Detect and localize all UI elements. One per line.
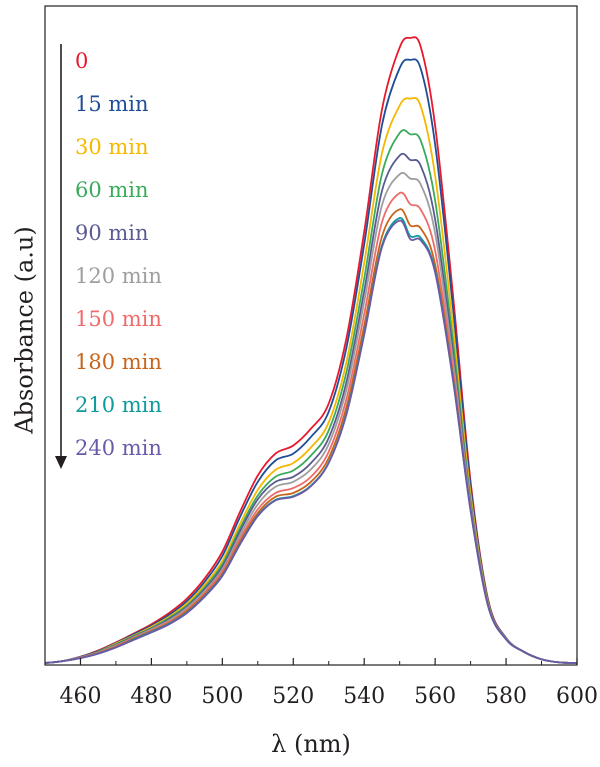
- legend-entry: 90 min: [75, 221, 149, 245]
- legend-entry: 0: [75, 49, 88, 73]
- x-tick-label: 480: [130, 684, 172, 709]
- legend-entry: 120 min: [75, 264, 162, 288]
- x-tick-label: 500: [201, 684, 243, 709]
- x-tick-label: 460: [59, 684, 101, 709]
- legend-entry: 15 min: [75, 92, 149, 116]
- legend-entry: 210 min: [75, 393, 162, 417]
- x-axis: 460 480 500 520 540 560 580 600: [44, 658, 598, 709]
- x-tick-label: 560: [414, 684, 456, 709]
- series-line-9: [44, 219, 578, 664]
- legend-entry: 30 min: [75, 135, 149, 159]
- legend: 0 15 min 30 min 60 min 90 min 120 min 150 min 1…: [75, 49, 162, 460]
- plot-frame: [44, 5, 578, 666]
- legend-entry: 180 min: [75, 350, 162, 374]
- x-tick-label: 580: [485, 684, 527, 709]
- y-axis-title: Absorbance (a.u): [11, 226, 39, 434]
- x-tick-label: 540: [343, 684, 385, 709]
- legend-entry: 240 min: [75, 436, 162, 460]
- legend-entry: 150 min: [75, 307, 162, 331]
- legend-entry: 60 min: [75, 178, 149, 202]
- series-layer: [44, 36, 578, 664]
- x-tick-label: 520: [272, 684, 314, 709]
- series-line-5: [44, 171, 578, 664]
- legend-arrow: [55, 44, 67, 469]
- x-tick-label: 600: [556, 684, 598, 709]
- x-axis-title: λ (nm): [271, 730, 351, 758]
